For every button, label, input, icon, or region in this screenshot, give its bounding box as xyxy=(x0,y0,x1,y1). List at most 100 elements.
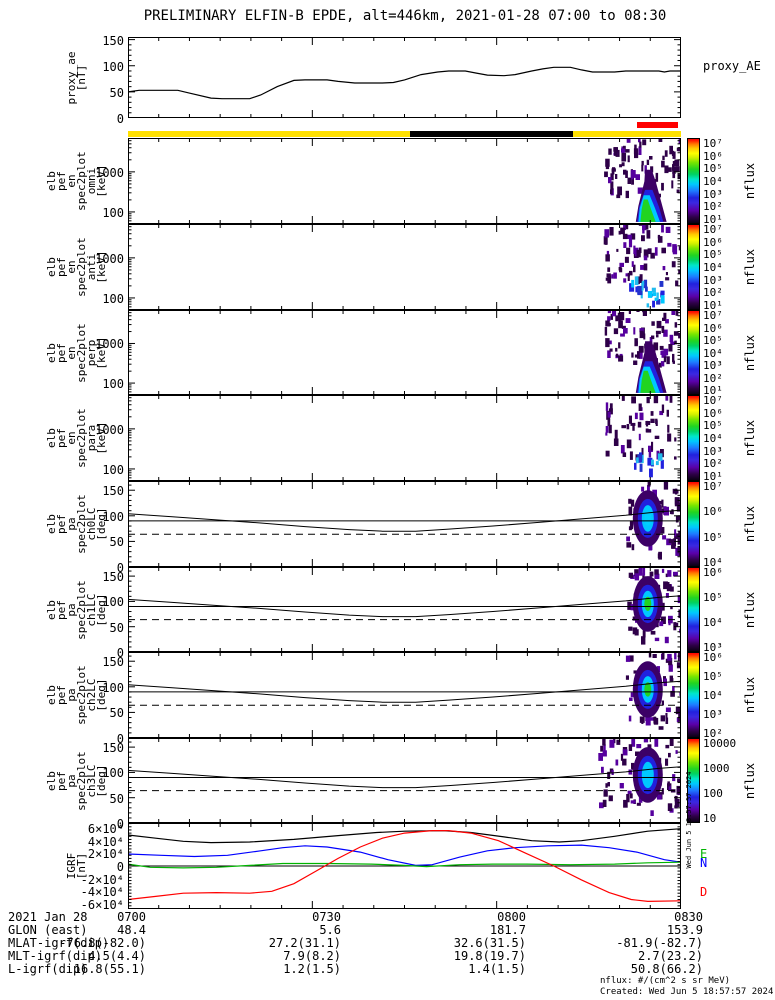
colorbar-pa_ch0 xyxy=(687,481,700,567)
panel-en_perp xyxy=(127,303,682,396)
colorbar-tick-label: 10⁵ xyxy=(703,334,723,347)
ytick-label: 0 xyxy=(116,860,124,874)
colorbar-tick-label: 10⁷ xyxy=(703,309,723,322)
colorbar-tick-label: 10⁶ xyxy=(703,149,723,163)
colorbar-unit-pa_ch2: nflux xyxy=(743,676,757,714)
colorbar-tick-label: 10⁵ xyxy=(703,248,723,262)
colorbar-tick-label: 10² xyxy=(703,457,723,471)
colorbar-pa_ch2 xyxy=(687,652,700,738)
units-note: nflux: #/(cm^2 s sr MeV) xyxy=(600,976,731,986)
right-label-proxy: proxy_AE xyxy=(703,59,761,73)
ytick-label: 0 xyxy=(116,112,124,126)
ytick-label: 0 xyxy=(116,646,124,660)
panel-pa_ch3 xyxy=(127,736,685,824)
colorbar-tick-label: 10⁴ xyxy=(703,616,723,629)
colorbar-unit-pa_ch3: nflux xyxy=(743,762,757,799)
colorbar-pa_ch3 xyxy=(687,738,700,823)
ytick-label: 100 xyxy=(102,595,124,610)
footer-cell: 16.8(55.1) xyxy=(73,962,146,976)
colorbar-en_perp xyxy=(687,310,700,395)
colorbar-tick-label: 10² xyxy=(703,200,723,214)
ytick-label: 150 xyxy=(102,570,124,585)
ytick-label: 150 xyxy=(102,484,124,499)
colorbar-en_anti xyxy=(687,224,700,310)
ytick-label: 0 xyxy=(116,817,124,831)
created-note: Created: Wed Jun 5 18:57:57 2024 xyxy=(600,987,774,997)
colorbar-tick-label: 10³ xyxy=(703,359,723,372)
ytick-label: 100 xyxy=(102,291,124,306)
panel-pa_ch2 xyxy=(127,650,684,739)
colorbar-tick-label: 10⁵ xyxy=(703,591,723,604)
colorbar-tick-label: 10⁶ xyxy=(703,651,723,664)
footer-cell: 4.5(4.4) xyxy=(88,949,146,963)
footer-cell: -81.9(-82.7) xyxy=(616,936,703,950)
footer-cell: 0730 xyxy=(312,910,341,924)
colorbar-tick-label: 10⁷ xyxy=(703,394,723,407)
ytick-label: 2×10⁴ xyxy=(87,847,124,862)
colorbar-tick-label: 10² xyxy=(703,286,723,300)
ytick-label: 1000 xyxy=(95,251,124,266)
colorbar-pa_ch1 xyxy=(687,567,700,652)
panel-en_anti xyxy=(127,219,682,311)
day-night-bar xyxy=(128,131,681,137)
footer-cell: 1.4(1.5) xyxy=(468,962,526,976)
colorbar-tick-label: 10³ xyxy=(703,708,723,721)
footer-cell: 48.4 xyxy=(117,923,146,937)
colorbar-tick-label: 10¹ xyxy=(703,213,723,226)
colorbar-tick-label: 10¹ xyxy=(703,299,723,312)
panel-plot-proxy xyxy=(127,37,682,119)
colorbar-en_omni xyxy=(687,138,700,224)
colorbar-tick-label: 1000 xyxy=(703,762,730,775)
ytick-label: 50 xyxy=(109,791,124,806)
colorbar-tick-label: 10⁷ xyxy=(703,480,723,493)
legend-E: E xyxy=(700,847,708,861)
ytick-label: 100 xyxy=(102,377,124,392)
ytick-label: 6×10⁴ xyxy=(87,822,124,837)
colorbar-tick-label: 10⁴ xyxy=(703,175,723,188)
footer-row-label: MLAT-igrf(dip) xyxy=(8,936,110,950)
footer-cell: 1.2(1.5) xyxy=(283,962,341,976)
colorbar-tick-label: 10³ xyxy=(703,273,723,287)
footer-cell: 27.2(31.1) xyxy=(268,936,341,950)
footer-cell: 7.9(8.2) xyxy=(283,949,341,963)
colorbar-tick-label: 10³ xyxy=(703,641,723,654)
ytick-label: -2×10⁴ xyxy=(80,872,124,887)
ytick-label: 150 xyxy=(102,741,124,756)
colorbar-tick-label: 10⁵ xyxy=(703,419,723,433)
colorbar-tick-label: 10⁵ xyxy=(703,670,723,683)
footer-cell: 5.6 xyxy=(319,923,341,937)
panel-plot-pa_ch3 xyxy=(127,736,685,824)
ytick-label: 50 xyxy=(109,535,124,550)
ytick-label: -4×10⁴ xyxy=(80,885,124,900)
ytick-label: 150 xyxy=(102,655,124,670)
footer-cell: 32.6(31.5) xyxy=(453,936,526,950)
panel-pa_ch0 xyxy=(127,479,685,568)
ytick-label: 4×10⁴ xyxy=(87,834,124,849)
panel-igrf xyxy=(127,823,682,910)
legend-N: N xyxy=(700,856,708,870)
panel-plot-en_omni xyxy=(127,136,685,225)
colorbar-tick-label: 10⁶ xyxy=(703,566,723,579)
colorbar-unit-en_anti: nflux xyxy=(743,248,757,286)
colorbar-tick-label: 10⁴ xyxy=(703,261,723,274)
panel-plot-en_perp xyxy=(127,303,682,396)
panel-pa_ch1 xyxy=(127,567,684,653)
footer-row-label: L-igrf(dip) xyxy=(8,962,88,976)
colorbar-tick-label: 10⁴ xyxy=(703,346,723,360)
night-segment xyxy=(410,131,574,137)
colorbar-tick-label: 10⁷ xyxy=(703,223,723,236)
colorbar-unit-en_omni: nflux xyxy=(743,162,757,200)
panel-plot-pa_ch1 xyxy=(127,567,684,653)
side-timestamp: Wed Jun 5 18:57:57 2024 xyxy=(685,771,693,869)
footer-cell: 19.8(19.7) xyxy=(453,949,526,963)
colorbar-tick-label: 100 xyxy=(703,787,723,800)
footer-cell: -76.8(-82.0) xyxy=(59,936,146,950)
colorbar-tick-label: 10000 xyxy=(703,737,737,750)
ytick-label: 100 xyxy=(102,462,124,477)
footer-row-label: GLON (east) xyxy=(8,923,88,937)
page-title: PRELIMINARY ELFIN-B EPDE, alt=446km, 202… xyxy=(143,8,667,24)
ytick-label: 50 xyxy=(109,85,124,100)
colorbar-tick-label: 10⁴ xyxy=(703,432,723,445)
footer-cell: 0830 xyxy=(674,910,703,924)
footer-cell: 0700 xyxy=(117,910,146,924)
